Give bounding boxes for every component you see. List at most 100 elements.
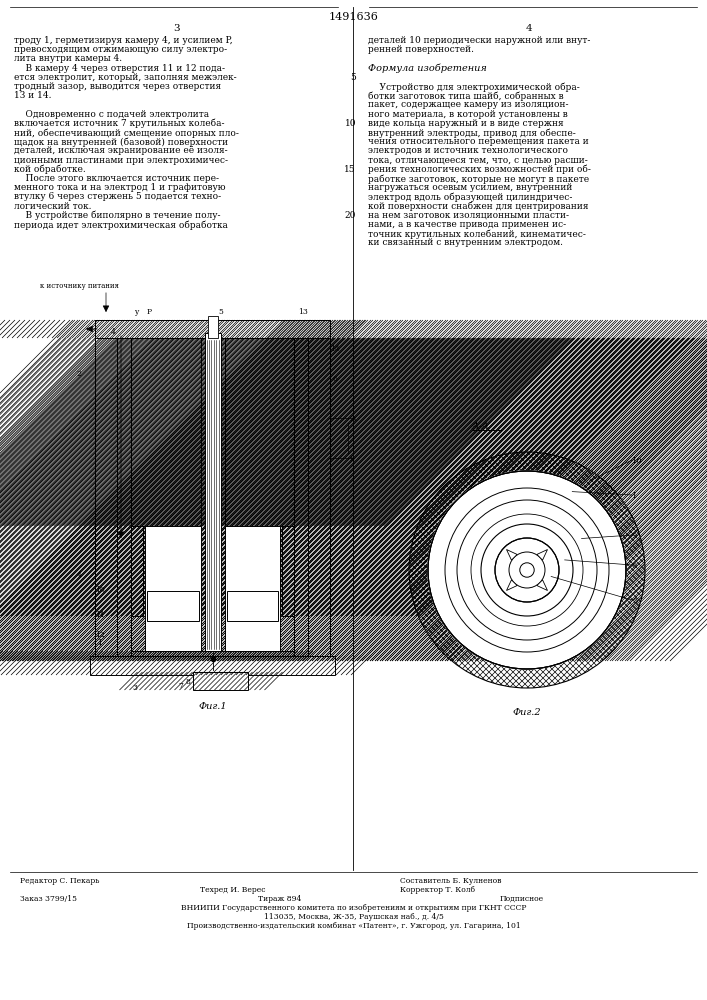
Text: 3: 3 (132, 684, 137, 692)
Text: лита внутри камеры 4.: лита внутри камеры 4. (14, 54, 122, 63)
Bar (225, 526, 280, 651)
Text: Техред И. Верес: Техред И. Верес (200, 886, 266, 894)
Text: Производственно-издательский комбинат «Патент», г. Ужгород, ул. Гагарина, 101: Производственно-издательский комбинат «П… (187, 922, 520, 930)
Text: Корректор Т. Колб: Корректор Т. Колб (400, 886, 475, 894)
Text: ний, обеспечивающий смещение опорных пло-: ний, обеспечивающий смещение опорных пло… (14, 128, 239, 137)
Text: 2: 2 (76, 370, 81, 378)
Text: Заказ 3799/15: Заказ 3799/15 (20, 895, 77, 903)
Text: Фиг.2: Фиг.2 (513, 708, 542, 717)
Bar (95, 320, 117, 661)
Text: ренней поверхностей.: ренней поверхностей. (368, 45, 474, 54)
Bar (145, 526, 201, 651)
Text: нагружаться осевым усилием, внутренний: нагружаться осевым усилием, внутренний (368, 183, 573, 192)
Text: 13 и 14.: 13 и 14. (14, 91, 52, 100)
Text: 14: 14 (330, 345, 340, 353)
Circle shape (428, 471, 626, 669)
Text: рения технологических возможностей при об-: рения технологических возможностей при о… (368, 165, 591, 174)
Bar (192, 672, 247, 690)
Bar (131, 338, 201, 526)
Bar (147, 591, 199, 621)
Bar (204, 333, 221, 651)
Text: Одновременно с подачей электролита: Одновременно с подачей электролита (14, 110, 209, 119)
Text: пакет, содержащее камеру из изоляцион-: пакет, содержащее камеру из изоляцион- (368, 100, 568, 109)
Circle shape (521, 564, 533, 576)
Text: Тираж 894: Тираж 894 (258, 895, 302, 903)
Text: щадок на внутренней (базовой) поверхности: щадок на внутренней (базовой) поверхност… (14, 137, 228, 147)
Text: 1491636: 1491636 (329, 12, 378, 22)
Circle shape (495, 538, 559, 602)
Bar (131, 651, 294, 661)
Text: 10: 10 (632, 457, 643, 465)
Text: 6: 6 (632, 562, 637, 570)
Circle shape (457, 500, 597, 640)
Circle shape (409, 452, 645, 688)
Text: втулку 6 через стержень 5 подается техно-: втулку 6 через стержень 5 подается техно… (14, 192, 221, 201)
Text: виде кольца наружный и в виде стержня: виде кольца наружный и в виде стержня (368, 119, 563, 128)
Text: Формула изобретения: Формула изобретения (368, 64, 487, 73)
Circle shape (471, 514, 583, 626)
Text: x: x (350, 455, 354, 463)
Text: 5: 5 (632, 597, 638, 605)
Text: 5: 5 (218, 308, 223, 316)
Text: 8: 8 (185, 678, 190, 686)
Bar (207, 316, 218, 338)
Bar (90, 656, 335, 675)
Text: 6: 6 (332, 375, 337, 383)
Text: 4: 4 (526, 24, 532, 33)
Text: троду 1, герметизируя камеру 4, и усилием P,: троду 1, герметизируя камеру 4, и усилие… (14, 36, 233, 45)
Text: 12: 12 (95, 631, 105, 639)
Text: кой поверхности снабжен для центрирования: кой поверхности снабжен для центрировани… (368, 202, 588, 211)
Text: нами, а в качестве привода применен ис-: нами, а в качестве привода применен ис- (368, 220, 566, 229)
Text: электродов и источник технологического: электродов и источник технологического (368, 146, 568, 155)
Bar (308, 320, 330, 661)
Text: А-А: А-А (472, 422, 490, 431)
Text: к источнику питания: к источнику питания (40, 282, 119, 290)
Circle shape (481, 524, 573, 616)
Text: 5: 5 (350, 73, 356, 82)
Text: кой обработке.: кой обработке. (14, 165, 86, 174)
Text: y: y (134, 308, 138, 316)
Polygon shape (506, 580, 517, 591)
Text: 9: 9 (632, 532, 638, 540)
Circle shape (509, 552, 545, 588)
Bar (294, 338, 308, 661)
Text: После этого включается источник пере-: После этого включается источник пере- (14, 174, 219, 183)
Text: на нем заготовок изоляционными пласти-: на нем заготовок изоляционными пласти- (368, 211, 569, 220)
Text: Составитель Б. Кулненов: Составитель Б. Кулненов (400, 877, 501, 885)
Text: логический ток.: логический ток. (14, 202, 91, 211)
Text: ки связанный с внутренним электродом.: ки связанный с внутренним электродом. (368, 238, 563, 247)
Text: 10: 10 (95, 586, 105, 594)
Text: 15: 15 (344, 165, 356, 174)
Text: ботки заготовок типа шайб, собранных в: ботки заготовок типа шайб, собранных в (368, 91, 563, 101)
Text: 1: 1 (98, 639, 103, 647)
Text: чения относительного перемещения пакета и: чения относительного перемещения пакета … (368, 137, 589, 146)
Text: ется электролит, который, заполняя межэлек-: ется электролит, который, заполняя межэл… (14, 73, 237, 82)
Text: периода идет электрохимическая обработка: периода идет электрохимическая обработка (14, 220, 228, 230)
Text: точник крутильных колебаний, кинематичес-: точник крутильных колебаний, кинематичес… (368, 229, 586, 239)
Polygon shape (506, 549, 517, 560)
Bar (117, 338, 131, 661)
Text: ционными пластинами при электрохимичес-: ционными пластинами при электрохимичес- (14, 156, 228, 165)
Circle shape (428, 471, 626, 669)
Circle shape (457, 500, 597, 640)
Circle shape (445, 488, 609, 652)
Text: включается источник 7 крутильных колеба-: включается источник 7 крутильных колеба- (14, 119, 225, 128)
Text: работке заготовок, которые не могут в пакете: работке заготовок, которые не могут в па… (368, 174, 589, 184)
Text: 4: 4 (111, 328, 116, 336)
Text: 9: 9 (98, 611, 103, 619)
Text: деталей, исключая экранирование её изоля-: деталей, исключая экранирование её изоля… (14, 146, 228, 155)
Bar (226, 591, 278, 621)
Text: 4: 4 (76, 571, 81, 579)
Text: превосходящим отжимающую силу электро-: превосходящим отжимающую силу электро- (14, 45, 227, 54)
Polygon shape (537, 580, 547, 591)
Bar (131, 338, 143, 616)
Text: деталей 10 периодически наружной или внут-: деталей 10 периодически наружной или вну… (368, 36, 590, 45)
Text: Подписное: Подписное (500, 895, 544, 903)
Text: 13: 13 (298, 308, 308, 316)
Text: Редактор С. Пекарь: Редактор С. Пекарь (20, 877, 100, 885)
Text: менного тока и на электрод 1 и графитовую: менного тока и на электрод 1 и графитову… (14, 183, 226, 192)
Polygon shape (537, 549, 547, 560)
Text: A: A (350, 415, 356, 423)
Text: 11: 11 (95, 611, 105, 619)
Text: внутренний электроды, привод для обеспе-: внутренний электроды, привод для обеспе- (368, 128, 575, 137)
